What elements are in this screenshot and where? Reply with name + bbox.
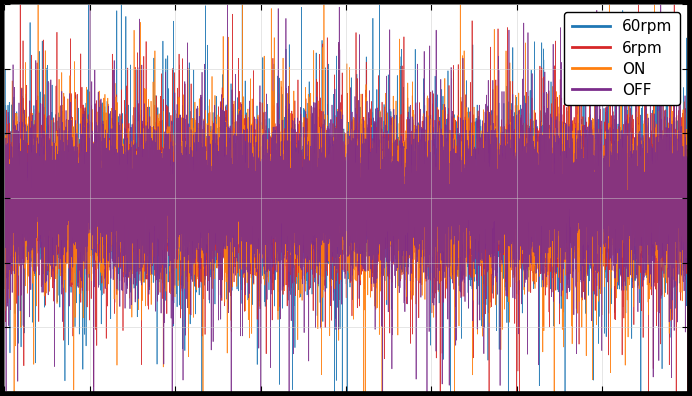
- Legend: 60rpm, 6rpm, ON, OFF: 60rpm, 6rpm, ON, OFF: [564, 12, 680, 105]
